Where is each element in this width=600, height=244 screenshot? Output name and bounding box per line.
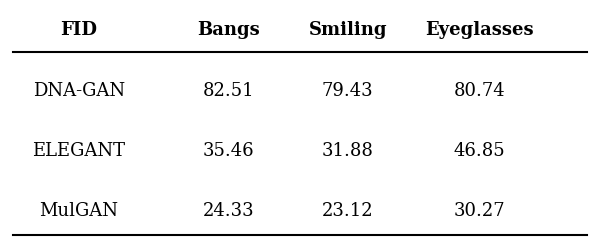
Text: 24.33: 24.33 — [203, 202, 254, 220]
Text: ELEGANT: ELEGANT — [32, 142, 125, 160]
Text: Bangs: Bangs — [197, 21, 260, 39]
Text: 30.27: 30.27 — [454, 202, 505, 220]
Text: 31.88: 31.88 — [322, 142, 374, 160]
Text: 23.12: 23.12 — [322, 202, 374, 220]
Text: 46.85: 46.85 — [454, 142, 505, 160]
Text: Smiling: Smiling — [308, 21, 387, 39]
Text: MulGAN: MulGAN — [40, 202, 119, 220]
Text: 35.46: 35.46 — [203, 142, 254, 160]
Text: 80.74: 80.74 — [454, 82, 505, 100]
Text: Eyeglasses: Eyeglasses — [425, 21, 533, 39]
Text: FID: FID — [61, 21, 98, 39]
Text: 82.51: 82.51 — [203, 82, 254, 100]
Text: DNA-GAN: DNA-GAN — [33, 82, 125, 100]
Text: 79.43: 79.43 — [322, 82, 374, 100]
